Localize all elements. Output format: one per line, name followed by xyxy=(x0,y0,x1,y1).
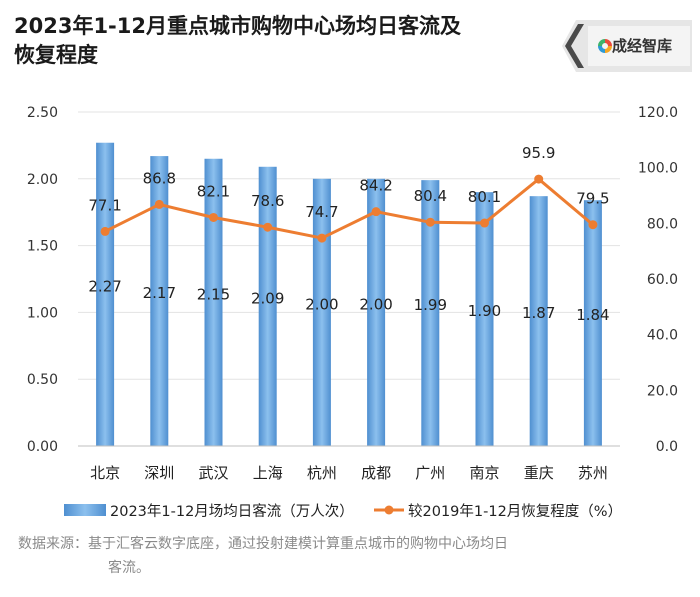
bar-value-label: 2.15 xyxy=(197,285,230,303)
left-axis-tick-label: 2.50 xyxy=(27,105,58,121)
bar-成都 xyxy=(367,178,386,447)
bar-重庆 xyxy=(529,196,548,446)
line-point-苏州 xyxy=(588,220,598,230)
source-note: 数据来源：基于汇客云数字底座，通过投射建模计算重点城市的购物中心场均日 客流。 xyxy=(18,532,678,580)
bar-南京 xyxy=(475,192,494,446)
x-axis-tick-label: 上海 xyxy=(253,464,283,482)
line-point-上海 xyxy=(263,222,273,232)
right-axis-tick-label: 0.0 xyxy=(656,439,678,455)
x-axis-tick-label: 苏州 xyxy=(578,464,608,482)
chart-title: 2023年1-12月重点城市购物中心场均日客流及 恢复程度 xyxy=(14,12,534,70)
legend-bar-label: 2023年1-12月场均日客流（万人次） xyxy=(110,503,354,520)
line-point-杭州 xyxy=(317,233,327,243)
right-y-axis: 0.0 20.0 40.0 60.0 80.0 100.0 120.0 xyxy=(638,105,678,455)
x-axis-tick-label: 成都 xyxy=(361,464,391,482)
bar-value-label: 1.90 xyxy=(468,302,501,320)
source-note-line2: 客流。 xyxy=(108,560,150,576)
bar-value-label: 2.27 xyxy=(88,277,121,295)
right-axis-tick-label: 20.0 xyxy=(647,383,678,399)
x-axis-tick-label: 杭州 xyxy=(307,464,337,482)
bar-上海 xyxy=(258,166,277,446)
line-point-广州 xyxy=(425,217,435,227)
line-value-label: 95.9 xyxy=(522,144,555,162)
left-axis-tick-label: 2.00 xyxy=(27,172,58,188)
left-axis-tick-label: 1.50 xyxy=(27,239,58,255)
brand-logo-text: 成经智库 xyxy=(612,37,673,55)
colorful-ring-logo-icon xyxy=(598,39,612,53)
legend: 2023年1-12月场均日客流（万人次） 较2019年1-12月恢复程度（%） xyxy=(64,502,622,520)
bar-value-label: 2.17 xyxy=(143,284,176,302)
x-axis: 北京 深圳 武汉 上海 杭州 成都 广州 南京 重庆 苏州 xyxy=(78,445,620,482)
right-axis-tick-label: 60.0 xyxy=(647,272,678,288)
line-series xyxy=(100,174,598,243)
bar-武汉 xyxy=(204,158,223,446)
bar-series xyxy=(96,142,602,447)
left-axis-tick-label: 1.00 xyxy=(27,305,58,321)
bar-深圳 xyxy=(150,156,169,446)
line-value-label: 82.1 xyxy=(197,182,230,200)
bar-value-label: 2.00 xyxy=(359,295,392,313)
x-axis-tick-label: 广州 xyxy=(415,464,445,482)
legend-line-marker xyxy=(384,505,394,515)
x-axis-tick-label: 南京 xyxy=(469,464,499,482)
right-axis-tick-label: 80.0 xyxy=(647,216,678,232)
left-y-axis: 0.00 0.50 1.00 1.50 2.00 2.50 xyxy=(27,105,58,455)
line-point-南京 xyxy=(480,218,489,228)
bar-杭州 xyxy=(312,178,331,447)
brand-logo xyxy=(562,20,692,72)
x-axis-tick-label: 深圳 xyxy=(144,464,174,482)
line-point-武汉 xyxy=(209,212,218,222)
line-point-重庆 xyxy=(534,174,544,184)
chart-title-line2: 恢复程度 xyxy=(14,43,98,67)
left-axis-tick-label: 0.00 xyxy=(27,439,58,455)
source-note-line1: 数据来源：基于汇客云数字底座，通过投射建模计算重点城市的购物中心场均日 xyxy=(18,536,508,552)
bar-value-label: 1.99 xyxy=(414,296,447,314)
line-value-label: 78.6 xyxy=(251,192,284,210)
bar-value-label: 1.87 xyxy=(522,304,555,322)
bar-value-label: 1.84 xyxy=(576,306,609,324)
line-value-label: 80.4 xyxy=(414,187,447,205)
right-axis-tick-label: 40.0 xyxy=(647,328,678,344)
line-point-北京 xyxy=(100,226,110,236)
left-axis-tick-label: 0.50 xyxy=(27,372,58,388)
recovery-line xyxy=(104,177,594,240)
line-point-成都 xyxy=(371,207,381,217)
x-axis-tick-label: 武汉 xyxy=(198,464,228,482)
bar-value-label: 2.09 xyxy=(251,289,284,307)
line-value-label: 79.5 xyxy=(576,190,609,208)
legend-bar-swatch xyxy=(64,504,106,516)
x-axis-tick-label: 北京 xyxy=(90,464,120,482)
right-axis-tick-label: 120.0 xyxy=(638,105,678,121)
legend-line-label: 较2019年1-12月恢复程度（%） xyxy=(408,502,622,520)
line-value-labels: 77.1 86.8 82.1 78.6 74.7 84.2 80.4 80.1 95.9 79.5 xyxy=(88,144,609,221)
bar-苏州 xyxy=(583,200,602,446)
line-value-label: 80.1 xyxy=(468,188,501,206)
chart-title-line1: 2023年1-12月重点城市购物中心场均日客流及 xyxy=(14,14,461,38)
bar-value-label: 2.00 xyxy=(305,295,338,313)
line-value-label: 74.7 xyxy=(305,203,338,221)
line-value-label: 86.8 xyxy=(143,169,176,187)
right-axis-tick-label: 100.0 xyxy=(638,161,678,177)
x-axis-tick-label: 重庆 xyxy=(524,464,554,482)
line-value-label: 84.2 xyxy=(359,177,392,195)
bar-value-labels: 2.27 2.17 2.15 2.09 2.00 2.00 1.99 1.90 1.87 1.84 xyxy=(88,277,609,324)
bar-广州 xyxy=(421,180,440,447)
bar-北京 xyxy=(96,142,115,446)
line-point-深圳 xyxy=(154,199,164,209)
line-value-label: 77.1 xyxy=(88,196,121,214)
